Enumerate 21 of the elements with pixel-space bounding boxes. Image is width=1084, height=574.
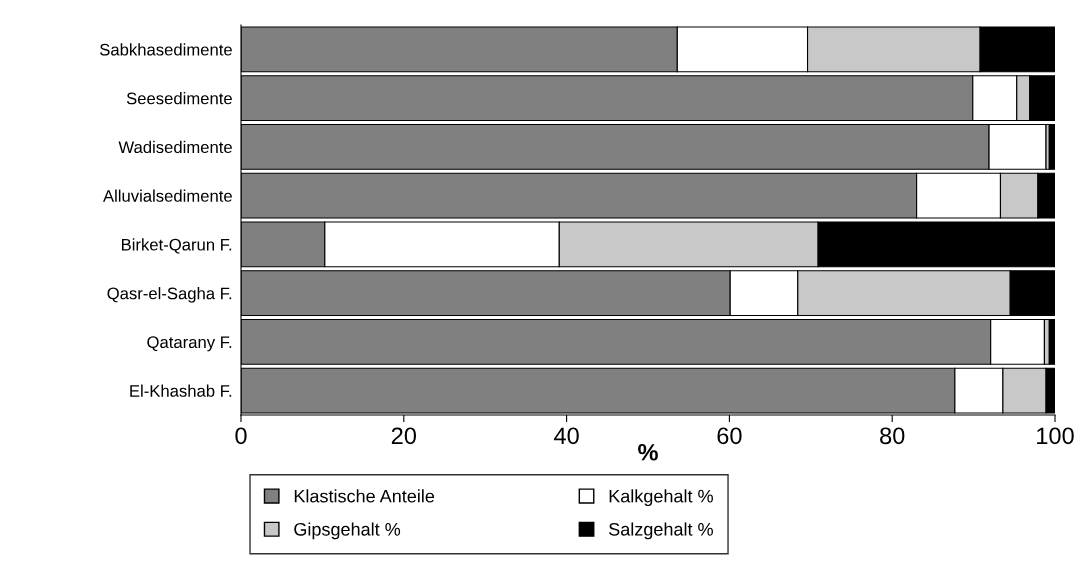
y-tick-label: Birket-Qarun F. <box>121 238 232 254</box>
x-tick-label: 0 <box>235 427 247 445</box>
legend-label: Kalkgehalt % <box>609 489 713 507</box>
legend-label: Salzgehalt % <box>609 522 713 540</box>
y-tick-label: Alluvialsedimente <box>103 189 232 202</box>
legend-label: Klastische Anteile <box>294 489 435 503</box>
y-tick-label: Sabkhasedimente <box>100 43 232 56</box>
bar <box>1048 123 1055 170</box>
x-tick-label: 100 <box>1037 427 1074 445</box>
x-tick-label: 60 <box>717 427 742 445</box>
y-tick-label: Qasr-el-Sagha F. <box>107 287 232 303</box>
bar <box>1048 318 1055 365</box>
x-axis-title: % <box>638 443 658 461</box>
y-tick-label: El-Khashab F. <box>130 384 232 397</box>
legend-label: Gipsgehalt % <box>294 522 401 540</box>
x-tick-label: 20 <box>391 427 417 445</box>
y-tick-label: Seesedimente <box>126 92 232 105</box>
x-tick-label: 40 <box>554 427 579 445</box>
y-tick-label: Qatarany F. <box>147 336 232 352</box>
x-tick-label: 80 <box>880 427 905 445</box>
y-tick-label: Wadisedimente <box>118 140 232 154</box>
